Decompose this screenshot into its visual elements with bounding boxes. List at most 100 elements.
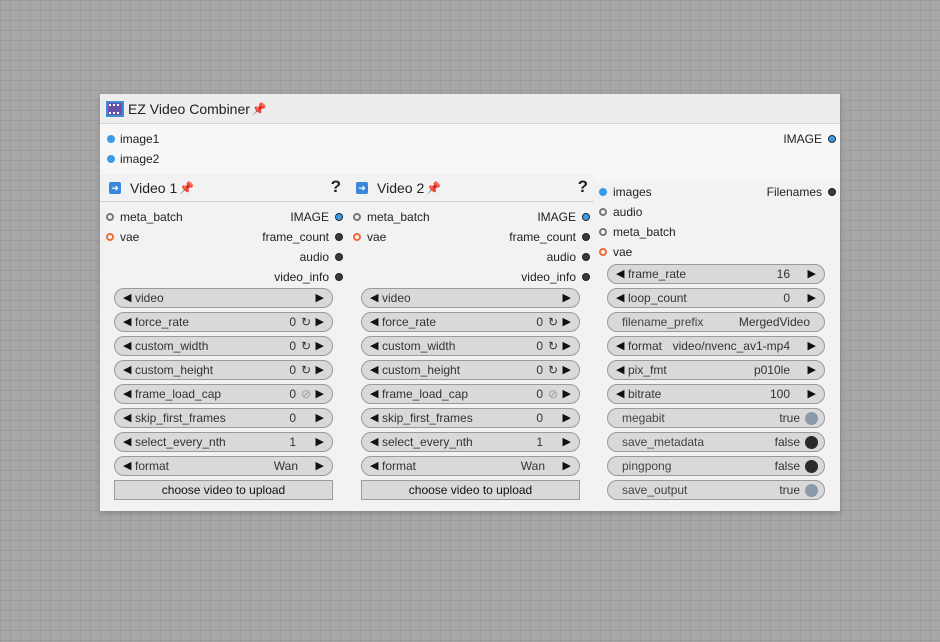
enter-arrow-icon[interactable]: ➜: [109, 181, 121, 194]
ez-video-combiner-node[interactable]: EZ Video Combiner 📌 image1 image2 IMAGE …: [100, 94, 840, 511]
widget-loop-count[interactable]: ◀ loop_count 0 ▶: [607, 288, 825, 308]
input-dot-icon[interactable]: [353, 233, 361, 241]
input-dot-icon[interactable]: [599, 188, 607, 196]
widget-format[interactable]: ◀ format Wan ▶: [114, 456, 333, 476]
video-2-subnode[interactable]: ➜ Video 2 📌 ? meta_batch vae IMAGE frame…: [347, 174, 594, 511]
input-dot-icon[interactable]: [107, 155, 115, 163]
output-dot-icon[interactable]: [582, 273, 590, 281]
increment-arrow-icon[interactable]: ▶: [562, 412, 571, 424]
toggle-knob-icon[interactable]: [805, 484, 818, 497]
reset-icon[interactable]: ↻: [300, 339, 311, 353]
output-dot-icon[interactable]: [828, 188, 836, 196]
input-slot-vae[interactable]: vae: [599, 244, 632, 260]
input-slot-audio[interactable]: audio: [599, 204, 642, 220]
input-dot-icon[interactable]: [599, 208, 607, 216]
reset-icon[interactable]: ↻: [547, 339, 558, 353]
decrement-arrow-icon[interactable]: ◀: [370, 460, 379, 472]
toggle-knob-icon[interactable]: [805, 460, 818, 473]
output-slot-frame-count[interactable]: frame_count: [262, 229, 343, 245]
widget-skip-first-frames[interactable]: ◀ skip_first_frames 0 ▶: [114, 408, 333, 428]
output-dot-icon[interactable]: [335, 273, 343, 281]
output-dot-icon[interactable]: [582, 213, 590, 221]
decrement-arrow-icon[interactable]: ◀: [370, 340, 379, 352]
output-slot-image[interactable]: IMAGE: [290, 209, 343, 225]
widget-select-every-nth[interactable]: ◀ select_every_nth 1 ▶: [361, 432, 580, 452]
input-dot-icon[interactable]: [599, 228, 607, 236]
increment-arrow-icon[interactable]: ▶: [562, 436, 571, 448]
input-slot-meta-batch[interactable]: meta_batch: [106, 209, 183, 225]
decrement-arrow-icon[interactable]: ◀: [616, 340, 625, 352]
toggle-save-metadata[interactable]: save_metadata false: [607, 432, 825, 452]
output-slot-audio[interactable]: audio: [547, 249, 590, 265]
output-slot-video-info[interactable]: video_info: [274, 269, 343, 285]
toggle-pingpong[interactable]: pingpong false: [607, 456, 825, 476]
widget-custom-width[interactable]: ◀ custom_width 0 ↻ ▶: [361, 336, 580, 356]
increment-arrow-icon[interactable]: ▶: [315, 412, 324, 424]
decrement-arrow-icon[interactable]: ◀: [616, 364, 625, 376]
widget-custom-width[interactable]: ◀ custom_width 0 ↻ ▶: [114, 336, 333, 356]
input-dot-icon[interactable]: [106, 233, 114, 241]
enter-arrow-icon[interactable]: ➜: [356, 181, 368, 194]
decrement-arrow-icon[interactable]: ◀: [123, 412, 132, 424]
output-slot-image[interactable]: IMAGE: [537, 209, 590, 225]
increment-arrow-icon[interactable]: ▶: [315, 364, 324, 376]
subnode-header[interactable]: ➜ Video 1 📌 ?: [100, 174, 347, 202]
output-slot-video-info[interactable]: video_info: [521, 269, 590, 285]
widget-video[interactable]: ◀ video ▶: [361, 288, 580, 308]
increment-arrow-icon[interactable]: ▶: [562, 364, 571, 376]
output-dot-icon[interactable]: [335, 213, 343, 221]
node-titlebar[interactable]: EZ Video Combiner 📌: [100, 94, 840, 124]
output-slot-audio[interactable]: audio: [300, 249, 343, 265]
decrement-arrow-icon[interactable]: ◀: [123, 340, 132, 352]
input-slot-vae[interactable]: vae: [353, 229, 386, 245]
subnode-header[interactable]: ➜ Video 2 📌 ?: [347, 174, 594, 202]
pin-icon[interactable]: 📌: [179, 180, 195, 195]
decrement-arrow-icon[interactable]: ◀: [616, 388, 625, 400]
increment-arrow-icon[interactable]: ▶: [562, 292, 571, 304]
upload-video-button[interactable]: choose video to upload: [114, 480, 333, 500]
decrement-arrow-icon[interactable]: ◀: [616, 292, 625, 304]
increment-arrow-icon[interactable]: ▶: [807, 340, 816, 352]
increment-arrow-icon[interactable]: ▶: [562, 340, 571, 352]
output-dot-icon[interactable]: [335, 233, 343, 241]
input-dot-icon[interactable]: [353, 213, 361, 221]
decrement-arrow-icon[interactable]: ◀: [370, 388, 379, 400]
decrement-arrow-icon[interactable]: ◀: [123, 364, 132, 376]
widget-select-every-nth[interactable]: ◀ select_every_nth 1 ▶: [114, 432, 333, 452]
increment-arrow-icon[interactable]: ▶: [315, 316, 324, 328]
increment-arrow-icon[interactable]: ▶: [315, 388, 324, 400]
widget-force-rate[interactable]: ◀ force_rate 0 ↻ ▶: [361, 312, 580, 332]
reset-icon[interactable]: ↻: [300, 363, 311, 377]
input-dot-icon[interactable]: [106, 213, 114, 221]
input-dot-icon[interactable]: [599, 248, 607, 256]
decrement-arrow-icon[interactable]: ◀: [370, 436, 379, 448]
reset-icon[interactable]: ↻: [300, 315, 311, 329]
input-slot-images[interactable]: images: [599, 184, 652, 200]
increment-arrow-icon[interactable]: ▶: [807, 268, 816, 280]
widget-custom-height[interactable]: ◀ custom_height 0 ↻ ▶: [361, 360, 580, 380]
decrement-arrow-icon[interactable]: ◀: [123, 460, 132, 472]
decrement-arrow-icon[interactable]: ◀: [370, 364, 379, 376]
input-dot-icon[interactable]: [107, 135, 115, 143]
increment-arrow-icon[interactable]: ▶: [562, 316, 571, 328]
input-slot-meta-batch[interactable]: meta_batch: [353, 209, 430, 225]
increment-arrow-icon[interactable]: ▶: [807, 388, 816, 400]
reset-icon[interactable]: ↻: [547, 315, 558, 329]
video-1-subnode[interactable]: ➜ Video 1 📌 ? meta_batch vae IMAGE frame…: [100, 174, 347, 511]
increment-arrow-icon[interactable]: ▶: [562, 388, 571, 400]
increment-arrow-icon[interactable]: ▶: [315, 436, 324, 448]
widget-bitrate[interactable]: ◀ bitrate 100 ▶: [607, 384, 825, 404]
widget-frame-load-cap[interactable]: ◀ frame_load_cap 0 ⊘ ▶: [361, 384, 580, 404]
combine-subnode[interactable]: images audio meta_batch vae Filenames ◀ f…: [594, 180, 840, 511]
reset-icon[interactable]: ↻: [547, 363, 558, 377]
output-slot-image[interactable]: IMAGE: [783, 131, 836, 147]
output-dot-icon[interactable]: [828, 135, 836, 143]
input-slot-vae[interactable]: vae: [106, 229, 139, 245]
output-slot-frame-count[interactable]: frame_count: [509, 229, 590, 245]
decrement-arrow-icon[interactable]: ◀: [370, 292, 379, 304]
widget-video[interactable]: ◀ video ▶: [114, 288, 333, 308]
widget-filename-prefix[interactable]: filename_prefix MergedVideo: [607, 312, 825, 332]
increment-arrow-icon[interactable]: ▶: [315, 292, 324, 304]
decrement-arrow-icon[interactable]: ◀: [123, 316, 132, 328]
widget-pix-fmt[interactable]: ◀ pix_fmt p010le ▶: [607, 360, 825, 380]
